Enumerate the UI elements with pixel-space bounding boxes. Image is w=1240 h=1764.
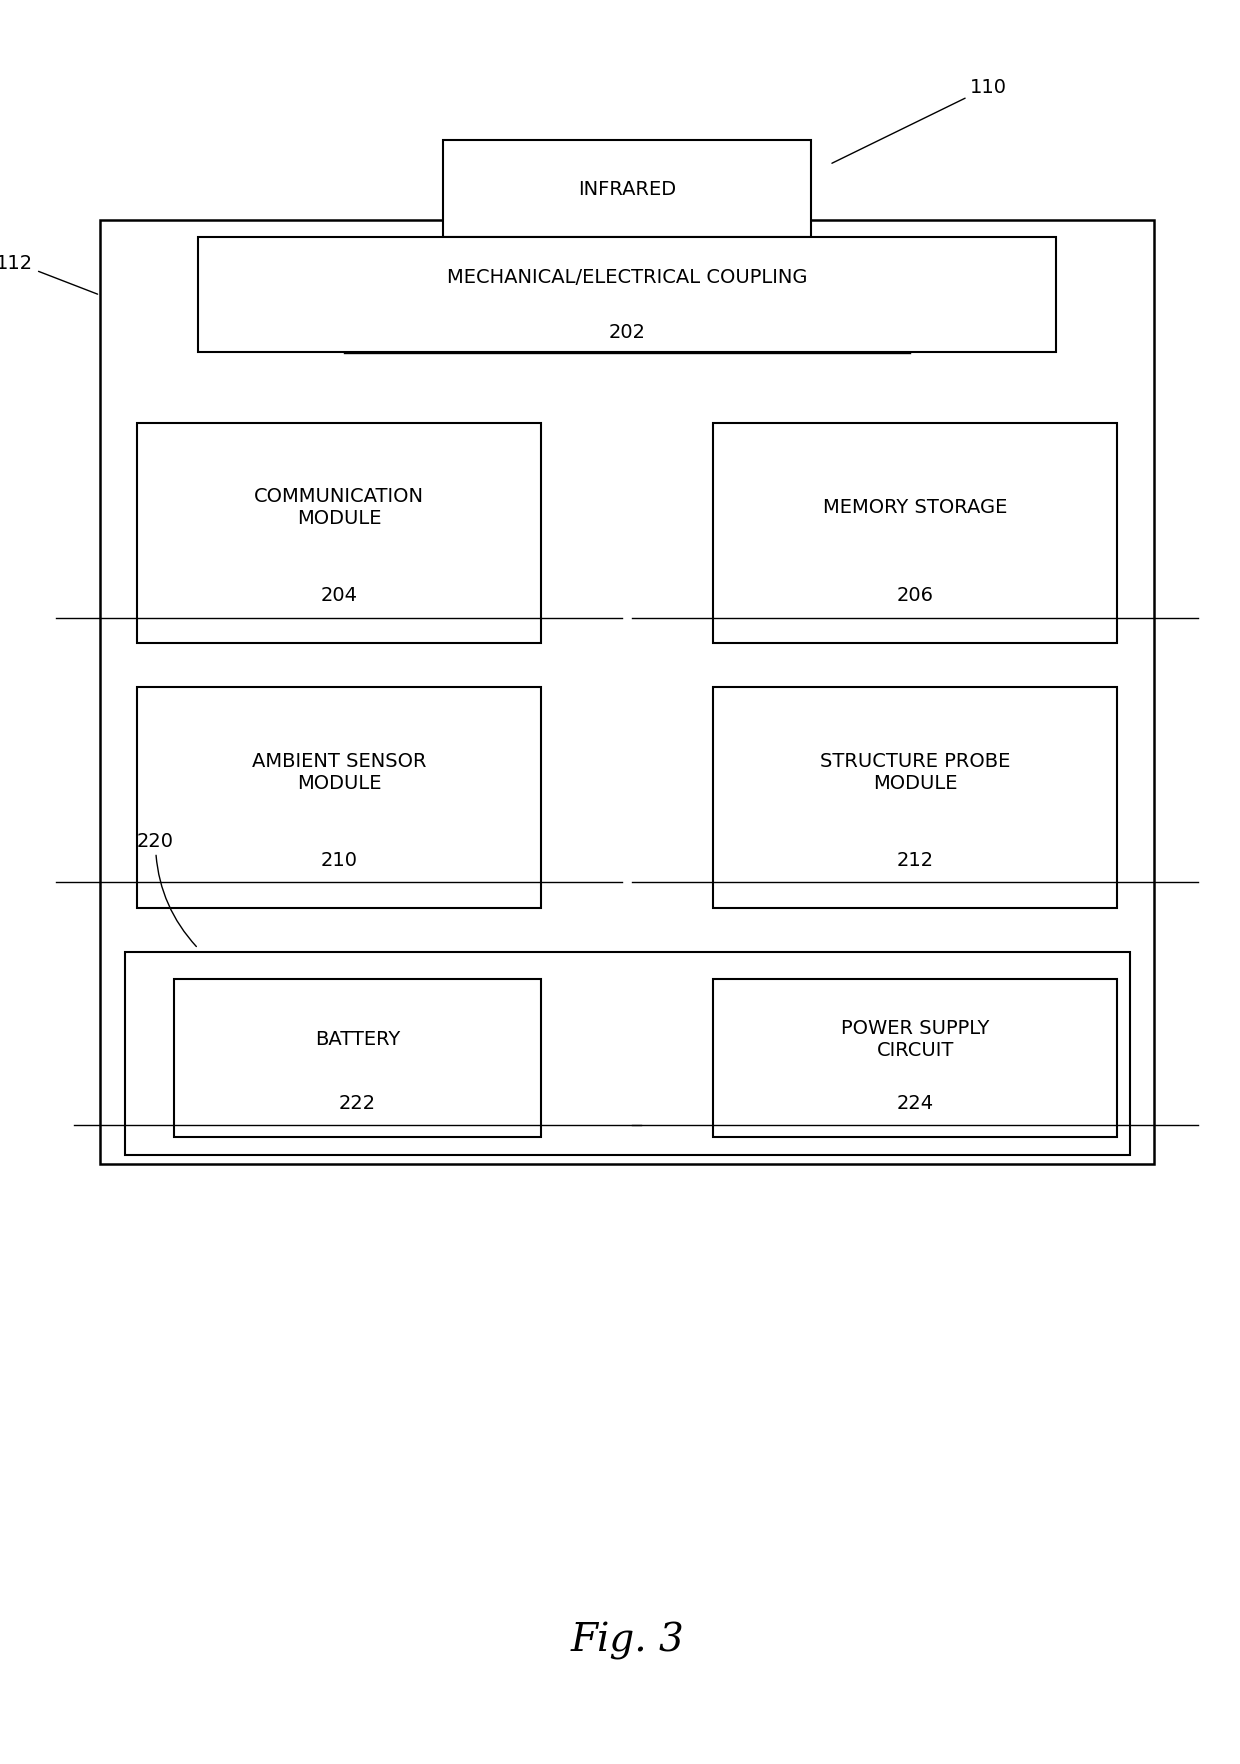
Text: 206: 206	[897, 586, 934, 605]
Bar	[713, 688, 1117, 908]
Text: 210: 210	[321, 850, 357, 870]
Text: 112: 112	[0, 254, 98, 295]
Text: 222: 222	[339, 1094, 376, 1113]
Bar	[100, 220, 1154, 1164]
Text: 110: 110	[832, 78, 1007, 164]
Text: 224: 224	[897, 1094, 934, 1113]
Bar	[125, 953, 1130, 1155]
Bar	[713, 979, 1117, 1138]
Text: COMMUNICATION
MODULE: COMMUNICATION MODULE	[254, 487, 424, 527]
Text: INFRARED: INFRARED	[578, 180, 676, 199]
Text: POWER SUPPLY
CIRCUIT: POWER SUPPLY CIRCUIT	[841, 1020, 990, 1060]
Bar	[198, 238, 1056, 353]
Bar	[136, 688, 542, 908]
Bar	[713, 423, 1117, 644]
Bar	[174, 979, 542, 1138]
Bar	[136, 423, 542, 644]
Text: MECHANICAL/ELECTRICAL COUPLING: MECHANICAL/ELECTRICAL COUPLING	[446, 268, 807, 288]
Text: 202: 202	[609, 323, 646, 342]
Text: 220: 220	[136, 831, 196, 947]
Text: BATTERY: BATTERY	[315, 1030, 401, 1050]
Text: AMBIENT SENSOR
MODULE: AMBIENT SENSOR MODULE	[252, 751, 427, 792]
Text: 204: 204	[321, 586, 357, 605]
Text: Fig. 3: Fig. 3	[570, 1621, 684, 1660]
Text: MEMORY STORAGE: MEMORY STORAGE	[823, 497, 1007, 517]
Text: STRUCTURE PROBE
MODULE: STRUCTURE PROBE MODULE	[820, 751, 1011, 792]
Bar	[444, 141, 811, 238]
Text: 212: 212	[897, 850, 934, 870]
